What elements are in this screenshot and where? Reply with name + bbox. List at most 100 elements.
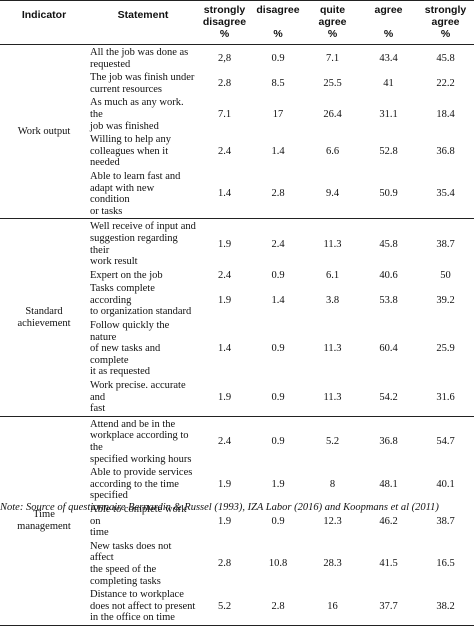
strongly-agree-cell: 22.2: [436, 77, 455, 89]
header-agree: agree %: [360, 1, 417, 45]
quite-agree-cell: 26.4: [323, 108, 342, 120]
agree-cell: 50.9: [379, 188, 398, 200]
quite-agree-cell: 11.3: [323, 343, 342, 355]
table-row: Work precise. accurate and fast 1.9 0.9 11.3…: [0, 379, 474, 416]
statement-line: Expert on the job: [90, 269, 163, 281]
indicator-cell: Standard achievement: [0, 219, 88, 417]
statement-line: suggestion regarding their: [90, 232, 178, 256]
table-row: Able to provide services according to the…: [0, 466, 474, 503]
header-line: %: [219, 28, 230, 40]
disagree-cell: 10.8: [268, 558, 288, 570]
header-statement: Statement: [117, 9, 169, 21]
statement-line: Well receive of input and: [90, 221, 196, 233]
statement-line: job was finished: [90, 120, 159, 132]
statement-line: to organization standard: [90, 306, 192, 318]
header-line: agree: [374, 4, 403, 16]
disagree-cell: 2.4: [271, 238, 285, 250]
agree-cell: 41: [383, 77, 394, 89]
disagree-cell: 1.4: [271, 145, 285, 157]
statement-line: Follow quickly the nature: [90, 320, 170, 343]
quite-agree-cell: 7.1: [325, 52, 340, 64]
quite-agree-cell: 8: [329, 478, 336, 490]
disagree-cell: 0.9: [271, 343, 285, 355]
strongly-disagree-cell: 1.9: [217, 238, 232, 250]
statement-line: in the office on time: [90, 612, 175, 624]
quite-agree-cell: 3.8: [325, 294, 340, 306]
header-row: Indicator Statement strongly disagree % …: [0, 1, 474, 45]
statement-line: Willing to help any: [90, 134, 171, 146]
header-indicator: Indicator: [21, 9, 67, 21]
statement-line: adapt with new condition: [90, 182, 155, 206]
statement-cell: Well receive of input and suggestion rega…: [88, 219, 198, 269]
header-line: agree: [431, 16, 460, 28]
agree-cell: 52.8: [379, 145, 398, 157]
statement-line: work result: [90, 256, 138, 268]
indicator-cell: Work output: [0, 45, 88, 219]
strongly-agree-cell: 25.9: [436, 343, 455, 355]
statement-line: or tasks: [90, 205, 123, 217]
statement-line: specified: [90, 490, 128, 502]
strongly-agree-cell: 16.5: [436, 558, 455, 570]
indicator-group: Work output All the job was done as reques…: [0, 45, 474, 219]
header-line: %: [273, 28, 283, 40]
agree-cell: 48.1: [379, 478, 398, 490]
statement-cell: Able to provide services according to the…: [88, 466, 198, 503]
header-line: strongly: [203, 4, 246, 16]
statement-line: Attend and be in the: [90, 418, 176, 430]
table-row: Able to learn fast and adapt with new con…: [0, 170, 474, 219]
table-row: Standard achievement Well receive of input…: [0, 219, 474, 329]
strongly-agree-cell: 40.1: [436, 478, 455, 490]
quite-agree-cell: 6.6: [325, 145, 340, 157]
header-line: %: [327, 28, 338, 40]
quite-agree-cell: 6.1: [325, 269, 340, 281]
statement-cell: Able to learn fast and adapt with new con…: [88, 170, 198, 219]
strongly-agree-cell: 36.8: [436, 145, 455, 157]
statement-cell: Tasks complete according to organization …: [88, 282, 198, 319]
statement-line: Work precise. accurate and: [90, 380, 186, 403]
strongly-agree-cell: 38.2: [436, 600, 455, 612]
statement-line: New tasks does not affect: [90, 540, 172, 564]
agree-cell: 53.8: [379, 294, 398, 306]
header-line: %: [440, 28, 451, 40]
table-row: Work output All the job was done as reques…: [0, 45, 474, 137]
quite-agree-cell: 5.2: [325, 436, 340, 448]
disagree-cell: 1.9: [271, 478, 285, 490]
header-line: disagree: [256, 4, 300, 16]
statement-cell: The job was finish under current resource…: [88, 71, 198, 96]
strongly-disagree-cell: 2.4: [217, 145, 232, 157]
agree-cell: 54.2: [379, 391, 398, 403]
disagree-cell: 2.8: [271, 188, 285, 200]
quite-agree-cell: 9.4: [325, 188, 340, 200]
header-strongly-disagree: strongly disagree %: [198, 1, 251, 45]
strongly-disagree-cell: 1.4: [217, 188, 232, 200]
statement-cell: New tasks does not affect the speed of th…: [88, 540, 198, 588]
statement-line: the speed of the: [90, 563, 157, 575]
statement-line: does not affect to present: [90, 600, 196, 612]
table-row: Willing to help any colleagues when it ne…: [0, 133, 474, 170]
statement-line: As much as any work. the: [90, 97, 184, 120]
strongly-disagree-cell: 1.4: [217, 343, 232, 355]
indicator-label-line: management: [17, 521, 71, 533]
table-row: Tasks complete according to organization …: [0, 282, 474, 319]
disagree-cell: 2.8: [271, 600, 285, 612]
table-row: Time management Attend and be in the workpl…: [0, 416, 474, 533]
statement-cell: All the job was done as requested: [88, 45, 198, 72]
indicator-group: Time management Attend and be in the workpl…: [0, 416, 474, 626]
indicator-label-line: Standard: [25, 306, 63, 318]
quite-agree-cell: 25.5: [323, 77, 342, 89]
statement-cell: Attend and be in the workplace according …: [88, 416, 198, 466]
indicator-group: Standard achievement Well receive of input…: [0, 219, 474, 417]
disagree-cell: 1.4: [271, 294, 285, 306]
statement-line: it as requested: [90, 366, 151, 378]
statement-line: according to the time: [90, 478, 179, 490]
table-row: Follow quickly the nature of new tasks an…: [0, 319, 474, 379]
statement-line: workplace according to the: [90, 430, 189, 453]
disagree-cell: 17: [272, 108, 284, 120]
strongly-disagree-cell: 1.9: [217, 478, 232, 490]
header-disagree: disagree %: [251, 1, 305, 45]
agree-cell: 36.8: [379, 436, 398, 448]
strongly-disagree-cell: 1.9: [217, 294, 232, 306]
agree-cell: 40.6: [379, 269, 398, 281]
header-line: [361, 16, 416, 28]
